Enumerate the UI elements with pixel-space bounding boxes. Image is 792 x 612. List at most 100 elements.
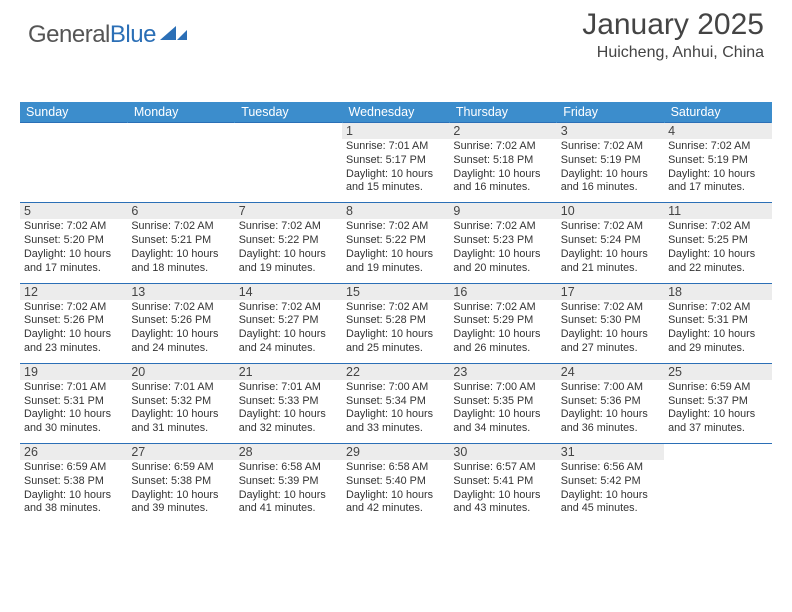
calendar-day: 29Sunrise: 6:58 AMSunset: 5:40 PMDayligh… xyxy=(342,444,449,524)
day-details: Sunrise: 7:02 AMSunset: 5:19 PMDaylight:… xyxy=(664,139,771,202)
day-details: Sunrise: 7:02 AMSunset: 5:30 PMDaylight:… xyxy=(557,300,664,363)
calendar-day: 21Sunrise: 7:01 AMSunset: 5:33 PMDayligh… xyxy=(235,363,342,443)
day-number xyxy=(664,444,771,460)
weekday-header: Saturday xyxy=(664,102,771,123)
day-number: 4 xyxy=(664,123,771,139)
weekday-header: Tuesday xyxy=(235,102,342,123)
day-number: 31 xyxy=(557,444,664,460)
day-number: 23 xyxy=(449,364,556,380)
day-number: 21 xyxy=(235,364,342,380)
weekday-header: Thursday xyxy=(449,102,556,123)
calendar-empty xyxy=(664,444,771,524)
day-number: 20 xyxy=(127,364,234,380)
calendar-day: 17Sunrise: 7:02 AMSunset: 5:30 PMDayligh… xyxy=(557,283,664,363)
day-number: 6 xyxy=(127,203,234,219)
calendar-day: 24Sunrise: 7:00 AMSunset: 5:36 PMDayligh… xyxy=(557,363,664,443)
day-number: 12 xyxy=(20,284,127,300)
day-details: Sunrise: 7:01 AMSunset: 5:31 PMDaylight:… xyxy=(20,380,127,443)
day-details: Sunrise: 7:02 AMSunset: 5:18 PMDaylight:… xyxy=(449,139,556,202)
calendar-day: 12Sunrise: 7:02 AMSunset: 5:26 PMDayligh… xyxy=(20,283,127,363)
page-title-block: January 2025 Huicheng, Anhui, China xyxy=(582,8,764,62)
calendar-day: 18Sunrise: 7:02 AMSunset: 5:31 PMDayligh… xyxy=(664,283,771,363)
day-number: 1 xyxy=(342,123,449,139)
day-details: Sunrise: 7:01 AMSunset: 5:33 PMDaylight:… xyxy=(235,380,342,443)
day-number: 13 xyxy=(127,284,234,300)
calendar-day: 15Sunrise: 7:02 AMSunset: 5:28 PMDayligh… xyxy=(342,283,449,363)
calendar-body: 1Sunrise: 7:01 AMSunset: 5:17 PMDaylight… xyxy=(20,123,772,524)
weekday-header: Monday xyxy=(127,102,234,123)
day-details xyxy=(235,139,342,199)
day-number: 25 xyxy=(664,364,771,380)
page-subtitle: Huicheng, Anhui, China xyxy=(582,44,764,62)
day-details: Sunrise: 7:02 AMSunset: 5:24 PMDaylight:… xyxy=(557,219,664,282)
weekday-header: Wednesday xyxy=(342,102,449,123)
calendar-day: 30Sunrise: 6:57 AMSunset: 5:41 PMDayligh… xyxy=(449,444,556,524)
day-number: 28 xyxy=(235,444,342,460)
calendar-day: 9Sunrise: 7:02 AMSunset: 5:23 PMDaylight… xyxy=(449,203,556,283)
day-number: 27 xyxy=(127,444,234,460)
calendar-table: SundayMondayTuesdayWednesdayThursdayFrid… xyxy=(20,102,772,523)
day-number: 29 xyxy=(342,444,449,460)
day-details: Sunrise: 7:00 AMSunset: 5:34 PMDaylight:… xyxy=(342,380,449,443)
day-number: 24 xyxy=(557,364,664,380)
day-details: Sunrise: 7:02 AMSunset: 5:21 PMDaylight:… xyxy=(127,219,234,282)
calendar-day: 14Sunrise: 7:02 AMSunset: 5:27 PMDayligh… xyxy=(235,283,342,363)
calendar-day: 7Sunrise: 7:02 AMSunset: 5:22 PMDaylight… xyxy=(235,203,342,283)
logo: GeneralBlue xyxy=(28,20,188,49)
day-number: 8 xyxy=(342,203,449,219)
calendar-day: 1Sunrise: 7:01 AMSunset: 5:17 PMDaylight… xyxy=(342,123,449,203)
day-number: 9 xyxy=(449,203,556,219)
day-details xyxy=(127,139,234,199)
logo-word1: General xyxy=(28,21,110,48)
calendar-empty xyxy=(127,123,234,203)
logo-mark-icon xyxy=(160,20,188,49)
day-details: Sunrise: 7:02 AMSunset: 5:27 PMDaylight:… xyxy=(235,300,342,363)
logo-text: GeneralBlue xyxy=(28,21,156,49)
day-number: 22 xyxy=(342,364,449,380)
day-details: Sunrise: 6:59 AMSunset: 5:37 PMDaylight:… xyxy=(664,380,771,443)
day-number: 3 xyxy=(557,123,664,139)
day-number: 7 xyxy=(235,203,342,219)
calendar-day: 20Sunrise: 7:01 AMSunset: 5:32 PMDayligh… xyxy=(127,363,234,443)
calendar-day: 16Sunrise: 7:02 AMSunset: 5:29 PMDayligh… xyxy=(449,283,556,363)
day-number: 14 xyxy=(235,284,342,300)
day-details: Sunrise: 7:01 AMSunset: 5:17 PMDaylight:… xyxy=(342,139,449,202)
day-details: Sunrise: 6:59 AMSunset: 5:38 PMDaylight:… xyxy=(20,460,127,523)
day-details: Sunrise: 7:02 AMSunset: 5:28 PMDaylight:… xyxy=(342,300,449,363)
calendar-day: 27Sunrise: 6:59 AMSunset: 5:38 PMDayligh… xyxy=(127,444,234,524)
day-details: Sunrise: 7:02 AMSunset: 5:19 PMDaylight:… xyxy=(557,139,664,202)
day-number: 2 xyxy=(449,123,556,139)
calendar-day: 5Sunrise: 7:02 AMSunset: 5:20 PMDaylight… xyxy=(20,203,127,283)
calendar-row: 12Sunrise: 7:02 AMSunset: 5:26 PMDayligh… xyxy=(20,283,772,363)
day-number: 16 xyxy=(449,284,556,300)
calendar-day: 22Sunrise: 7:00 AMSunset: 5:34 PMDayligh… xyxy=(342,363,449,443)
calendar-row: 5Sunrise: 7:02 AMSunset: 5:20 PMDaylight… xyxy=(20,203,772,283)
calendar-day: 6Sunrise: 7:02 AMSunset: 5:21 PMDaylight… xyxy=(127,203,234,283)
day-details: Sunrise: 7:00 AMSunset: 5:36 PMDaylight:… xyxy=(557,380,664,443)
calendar-day: 8Sunrise: 7:02 AMSunset: 5:22 PMDaylight… xyxy=(342,203,449,283)
logo-word2: Blue xyxy=(110,21,156,48)
day-number: 11 xyxy=(664,203,771,219)
weekday-header: Sunday xyxy=(20,102,127,123)
day-details: Sunrise: 7:00 AMSunset: 5:35 PMDaylight:… xyxy=(449,380,556,443)
calendar-day: 10Sunrise: 7:02 AMSunset: 5:24 PMDayligh… xyxy=(557,203,664,283)
day-details: Sunrise: 6:58 AMSunset: 5:39 PMDaylight:… xyxy=(235,460,342,523)
calendar-row: 1Sunrise: 7:01 AMSunset: 5:17 PMDaylight… xyxy=(20,123,772,203)
day-details: Sunrise: 6:56 AMSunset: 5:42 PMDaylight:… xyxy=(557,460,664,523)
day-number: 30 xyxy=(449,444,556,460)
day-details: Sunrise: 7:02 AMSunset: 5:25 PMDaylight:… xyxy=(664,219,771,282)
calendar-day: 23Sunrise: 7:00 AMSunset: 5:35 PMDayligh… xyxy=(449,363,556,443)
weekday-header: Friday xyxy=(557,102,664,123)
calendar-day: 2Sunrise: 7:02 AMSunset: 5:18 PMDaylight… xyxy=(449,123,556,203)
day-number: 26 xyxy=(20,444,127,460)
day-details xyxy=(664,460,771,520)
day-details: Sunrise: 7:02 AMSunset: 5:22 PMDaylight:… xyxy=(342,219,449,282)
day-details: Sunrise: 7:02 AMSunset: 5:31 PMDaylight:… xyxy=(664,300,771,363)
calendar-day: 31Sunrise: 6:56 AMSunset: 5:42 PMDayligh… xyxy=(557,444,664,524)
day-number: 15 xyxy=(342,284,449,300)
day-number: 19 xyxy=(20,364,127,380)
day-details: Sunrise: 6:57 AMSunset: 5:41 PMDaylight:… xyxy=(449,460,556,523)
day-details: Sunrise: 7:01 AMSunset: 5:32 PMDaylight:… xyxy=(127,380,234,443)
day-number xyxy=(127,123,234,139)
calendar-row: 19Sunrise: 7:01 AMSunset: 5:31 PMDayligh… xyxy=(20,363,772,443)
